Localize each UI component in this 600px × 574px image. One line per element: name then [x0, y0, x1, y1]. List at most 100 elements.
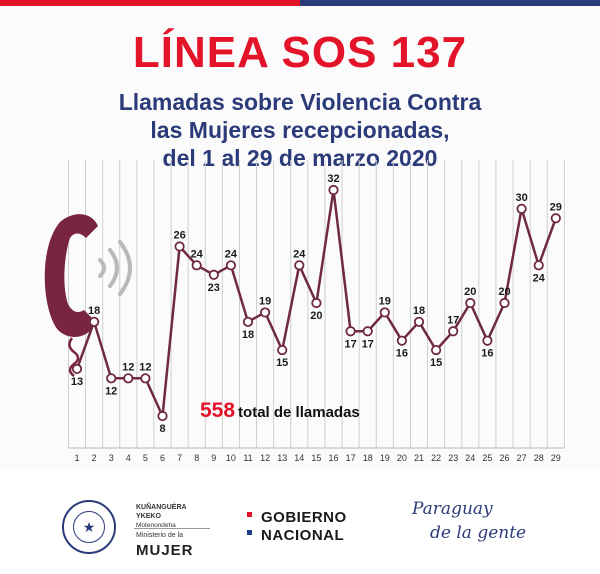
flag-squares-icon [247, 512, 252, 517]
x-tick-label: 4 [126, 453, 131, 463]
total-calls: 558 total de llamadas [200, 399, 360, 423]
ministry-guarani-name: KUÑANGUÉRA YKEKO Motenondeha [136, 504, 187, 529]
x-tick-label: 5 [143, 453, 148, 463]
data-point [345, 326, 356, 337]
page-subtitle: Llamadas sobre Violencia Contra las Muje… [60, 88, 540, 172]
x-tick-label: 14 [294, 453, 304, 463]
top-bar-red [0, 0, 300, 6]
top-color-bar [0, 0, 600, 6]
government-logo-text: GOBIERNO NACIONAL [261, 509, 347, 544]
data-label: 20 [464, 286, 476, 298]
data-point [396, 335, 407, 346]
subtitle-line: Llamadas sobre Violencia Contra [118, 89, 482, 115]
x-tick-label: 9 [211, 453, 216, 463]
x-tick-label: 8 [194, 453, 199, 463]
data-point [106, 373, 117, 384]
data-label: 16 [481, 348, 493, 360]
data-label: 19 [379, 295, 391, 307]
x-tick-label: 13 [277, 453, 287, 463]
x-tick-label: 18 [363, 453, 373, 463]
national-seal-icon: ★ [62, 500, 116, 554]
footer: ★ KUÑANGUÉRA YKEKO Motenondeha Ministeri… [0, 470, 600, 574]
x-tick-label: 10 [226, 453, 236, 463]
data-label: 26 [173, 230, 185, 242]
data-point [328, 184, 339, 196]
page-title: LÍNEA SOS 137 [132, 28, 468, 77]
data-label: 23 [208, 282, 220, 294]
total-label: total de llamadas [238, 404, 360, 421]
x-tick-label: 15 [311, 453, 321, 463]
data-label: 12 [122, 361, 134, 373]
data-point [516, 203, 527, 214]
subtitle-line: del 1 al 29 de marzo 2020 [162, 145, 438, 171]
data-label: 17 [344, 338, 356, 350]
data-point [533, 260, 544, 271]
data-label: 24 [293, 248, 306, 260]
data-point [430, 344, 442, 356]
data-label: 19 [259, 295, 271, 307]
data-point [191, 260, 202, 271]
data-label: 8 [159, 423, 165, 435]
data-point [89, 316, 100, 327]
data-label: 15 [276, 357, 288, 369]
data-point [550, 213, 561, 224]
x-tick-label: 24 [465, 453, 475, 463]
slogan: Paraguay de la gente [412, 499, 527, 543]
x-tick-label: 11 [243, 453, 252, 463]
data-point [448, 326, 459, 337]
flag-squares-icon [247, 530, 252, 535]
x-tick-label: 26 [499, 453, 509, 463]
data-label: 30 [515, 192, 527, 204]
telephone-handset-icon [44, 214, 98, 377]
subtitle-line: las Mujeres recepcionadas, [150, 117, 450, 143]
data-point [379, 307, 390, 318]
total-number: 558 [200, 399, 236, 422]
data-point [259, 307, 271, 318]
x-tick-label: 21 [414, 453, 424, 463]
x-tick-label: 1 [74, 453, 79, 463]
x-tick-label: 16 [328, 453, 338, 463]
data-point [311, 297, 322, 309]
data-point [242, 316, 254, 327]
data-point [482, 335, 493, 346]
ministry-divider [134, 528, 210, 529]
data-point [362, 326, 373, 337]
data-label: 12 [105, 385, 117, 397]
data-label: 29 [550, 201, 562, 213]
data-point [71, 363, 83, 375]
ministry-name: MUJER [136, 542, 194, 559]
x-tick-label: 7 [177, 453, 182, 463]
x-tick-label: 6 [160, 453, 165, 463]
data-point [294, 260, 305, 271]
x-tick-label: 23 [448, 453, 458, 463]
data-label: 20 [498, 286, 510, 298]
data-point [413, 316, 425, 327]
data-label: 24 [533, 272, 546, 284]
data-label: 15 [430, 357, 442, 369]
x-tick-label: 22 [431, 453, 441, 463]
data-label: 17 [447, 314, 459, 326]
x-tick-label: 29 [551, 453, 561, 463]
data-point [140, 373, 151, 384]
data-point [277, 344, 288, 356]
data-point [174, 241, 185, 252]
x-tick-label: 17 [346, 453, 356, 463]
x-tick-label: 19 [380, 453, 390, 463]
data-label: 18 [413, 305, 425, 317]
data-label: 24 [191, 248, 204, 260]
x-tick-label: 25 [482, 453, 492, 463]
x-tick-label: 3 [109, 453, 114, 463]
x-tick-label: 12 [260, 453, 270, 463]
data-label: 32 [327, 173, 339, 185]
x-tick-label: 27 [517, 453, 527, 463]
data-label: 18 [88, 305, 100, 317]
data-label: 24 [225, 248, 238, 260]
data-point [208, 269, 219, 280]
data-label: 20 [310, 310, 322, 322]
data-label: 13 [71, 376, 83, 388]
data-label: 16 [396, 348, 408, 360]
data-point [465, 297, 476, 309]
x-tick-label: 20 [397, 453, 407, 463]
